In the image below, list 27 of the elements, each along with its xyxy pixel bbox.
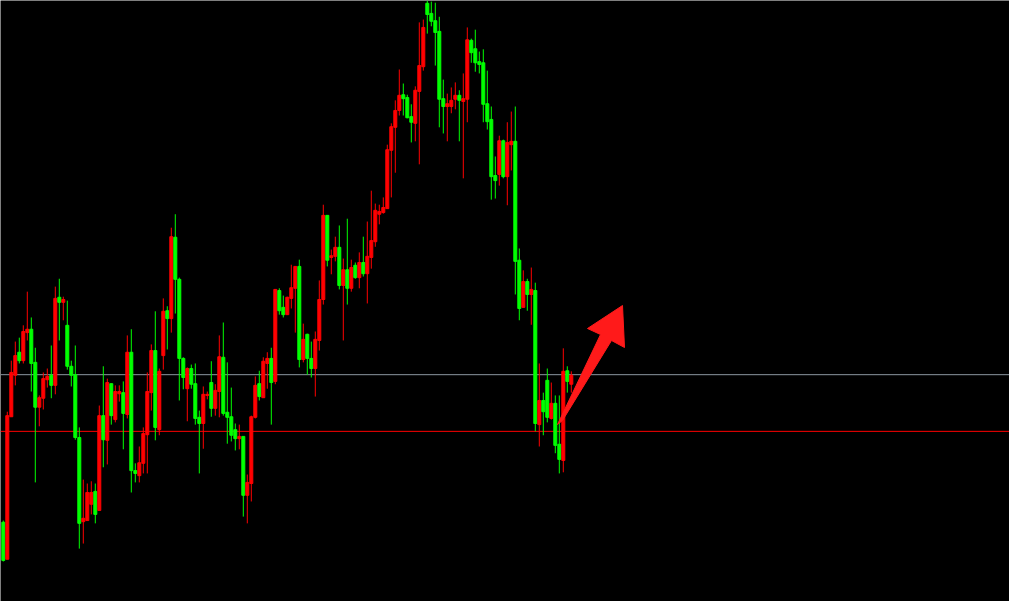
candlestick <box>469 38 474 64</box>
candlestick <box>277 287 282 316</box>
candlestick <box>341 258 346 341</box>
candlestick <box>61 296 66 321</box>
candlestick <box>121 380 126 450</box>
candlestick <box>549 382 554 421</box>
candlestick <box>529 267 534 326</box>
candlestick <box>457 89 462 142</box>
candlestick <box>293 265 298 334</box>
candlestick <box>49 345 54 399</box>
candlestick <box>165 305 170 350</box>
candlestick <box>17 337 22 364</box>
candlestick <box>361 236 366 278</box>
candlestick <box>365 221 370 304</box>
candlestick <box>425 0 430 35</box>
candlestick <box>357 251 362 289</box>
candlestick <box>453 81 458 110</box>
candlestick <box>401 83 406 116</box>
candlestick <box>525 278 530 312</box>
candlestick <box>301 323 306 363</box>
candlestick <box>557 394 562 474</box>
candlestick <box>93 483 98 524</box>
candlestick <box>329 249 334 275</box>
candlestick <box>445 93 450 142</box>
candlestick <box>473 29 478 73</box>
candlestick <box>257 370 262 401</box>
candlestick <box>569 370 574 394</box>
